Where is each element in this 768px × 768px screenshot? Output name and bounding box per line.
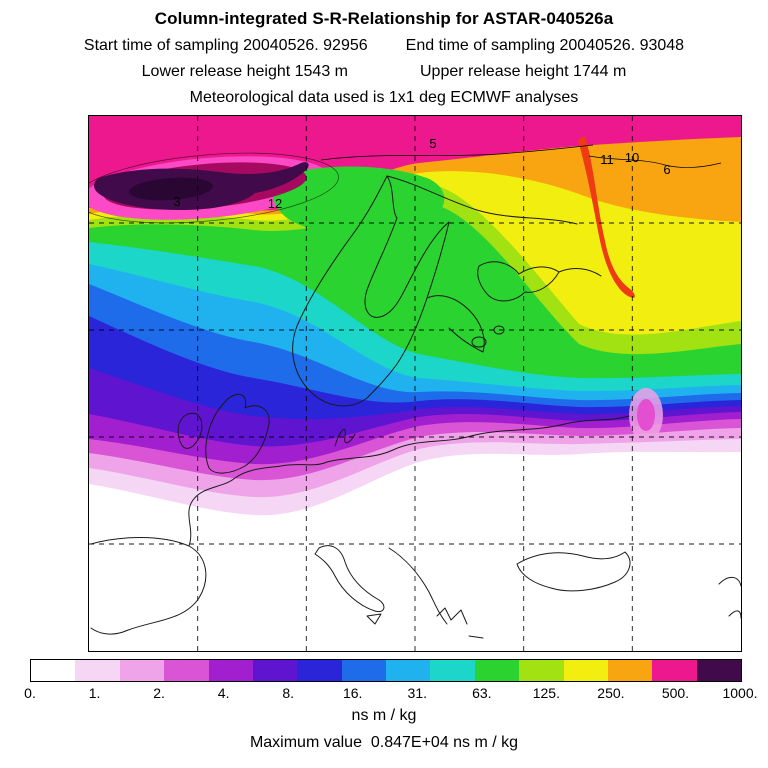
colorbar-tick-label: 500. bbox=[661, 685, 690, 701]
coast-ireland bbox=[177, 412, 203, 449]
green-patch bbox=[272, 166, 445, 235]
met-data-label: Meteorological data used is 1x1 deg ECMW… bbox=[189, 89, 579, 106]
end-time-label: End time of sampling 20040526. 93048 bbox=[405, 37, 685, 54]
colorbar-tick-label: 125. bbox=[532, 685, 560, 701]
lake-ladoga bbox=[471, 336, 487, 348]
release-heights-line: Lower release height 1543 m Upper releas… bbox=[0, 63, 768, 81]
contour-line-upper-right bbox=[588, 155, 722, 168]
contour-label-3: 3 bbox=[173, 194, 180, 209]
dispersion-map: 3 12 5 11 10 6 bbox=[88, 115, 742, 652]
coastlines bbox=[90, 175, 741, 639]
colorbar-segment bbox=[519, 660, 564, 681]
colorbar-tick-label: 250. bbox=[597, 685, 625, 701]
colorbar-tick-label: 63. bbox=[472, 685, 492, 701]
colorbar-segment bbox=[164, 660, 209, 681]
lake-onega bbox=[493, 325, 505, 335]
grid-lines bbox=[89, 116, 741, 651]
coast-britain bbox=[205, 393, 270, 474]
colorbar-ticks: 0. 1. 2. 4. 8. 16. 31. 63. 125. 250. 500. 1000. bbox=[24, 685, 757, 701]
max-region-inner bbox=[129, 177, 213, 201]
contour-label-6: 6 bbox=[663, 162, 670, 177]
coast-denmark bbox=[334, 428, 356, 447]
contour-lines bbox=[89, 144, 722, 224]
coast-balkans-greece bbox=[388, 547, 484, 639]
colorbar-segment bbox=[607, 660, 653, 681]
colorbar-segment bbox=[341, 660, 386, 681]
colorbar-segment bbox=[430, 660, 475, 681]
coast-finland-gulf bbox=[426, 295, 485, 353]
colorbar-tick-label: 16. bbox=[342, 685, 363, 701]
colorbar-segment bbox=[652, 660, 697, 681]
contour-labels: 3 12 5 11 10 6 bbox=[173, 136, 670, 211]
coast-baltic-south bbox=[326, 415, 630, 463]
met-data-line: Meteorological data used is 1x1 deg ECMW… bbox=[0, 89, 768, 107]
colorbar-tick-label: 2. bbox=[153, 685, 165, 701]
colorbar-segment bbox=[696, 660, 741, 681]
sampling-times-line: Start time of sampling 20040526. 92956 E… bbox=[0, 37, 768, 55]
contour-line-5 bbox=[320, 144, 594, 161]
colorbar-segment bbox=[474, 660, 520, 681]
lower-release-label: Lower release height 1543 m bbox=[141, 63, 348, 80]
coast-iberia bbox=[90, 537, 207, 635]
coast-arctic bbox=[386, 175, 578, 225]
coast-sicily bbox=[366, 613, 382, 625]
plot-title: Column-integrated S-R-Relationship for A… bbox=[154, 9, 614, 28]
contour-label-10: 10 bbox=[625, 150, 639, 165]
coast-france bbox=[188, 461, 328, 547]
coast-caspian-edge bbox=[718, 577, 741, 619]
contour-label-11: 11 bbox=[600, 152, 614, 167]
colorbar-segment bbox=[75, 660, 120, 681]
colorbar-segment bbox=[252, 660, 298, 681]
colorbar-segment bbox=[297, 660, 342, 681]
start-time-label: Start time of sampling 20040526. 92956 bbox=[83, 37, 368, 54]
concentration-field bbox=[89, 116, 741, 651]
colorbar-segment bbox=[386, 660, 431, 681]
colorbar-unit-label: ns m / kg bbox=[351, 707, 417, 724]
colorbar-segment bbox=[563, 660, 608, 681]
coast-scandinavia bbox=[292, 175, 450, 407]
coast-black-sea bbox=[516, 551, 631, 592]
contour-line-max-ring bbox=[89, 152, 339, 224]
dispersion-map-svg: 3 12 5 11 10 6 bbox=[89, 116, 741, 651]
colorbar bbox=[30, 659, 742, 682]
colorbar-segment bbox=[119, 660, 165, 681]
colorbar-tick-label: 0. bbox=[24, 685, 36, 701]
contour-label-5: 5 bbox=[429, 136, 436, 151]
max-value-label: Maximum value 0.847E+04 ns m / kg bbox=[249, 734, 519, 751]
colorbar-segment bbox=[208, 660, 253, 681]
colorbar-tick-label: 1. bbox=[88, 685, 101, 701]
isolated-pink-blob bbox=[637, 399, 655, 431]
contour-label-12: 12 bbox=[268, 196, 282, 211]
colorbar-tick-label: 8. bbox=[282, 685, 295, 701]
coast-kola-white-sea bbox=[477, 261, 602, 302]
colorbar-tick-label: 31. bbox=[407, 685, 427, 701]
colorbar-tick-label: 4. bbox=[217, 685, 230, 701]
orange-red-filament bbox=[578, 136, 635, 298]
colorbar-segment bbox=[31, 660, 76, 681]
coast-italy bbox=[314, 545, 385, 613]
colorbar-tick-label: 1000. bbox=[722, 685, 758, 701]
upper-release-label: Upper release height 1744 m bbox=[420, 63, 627, 80]
